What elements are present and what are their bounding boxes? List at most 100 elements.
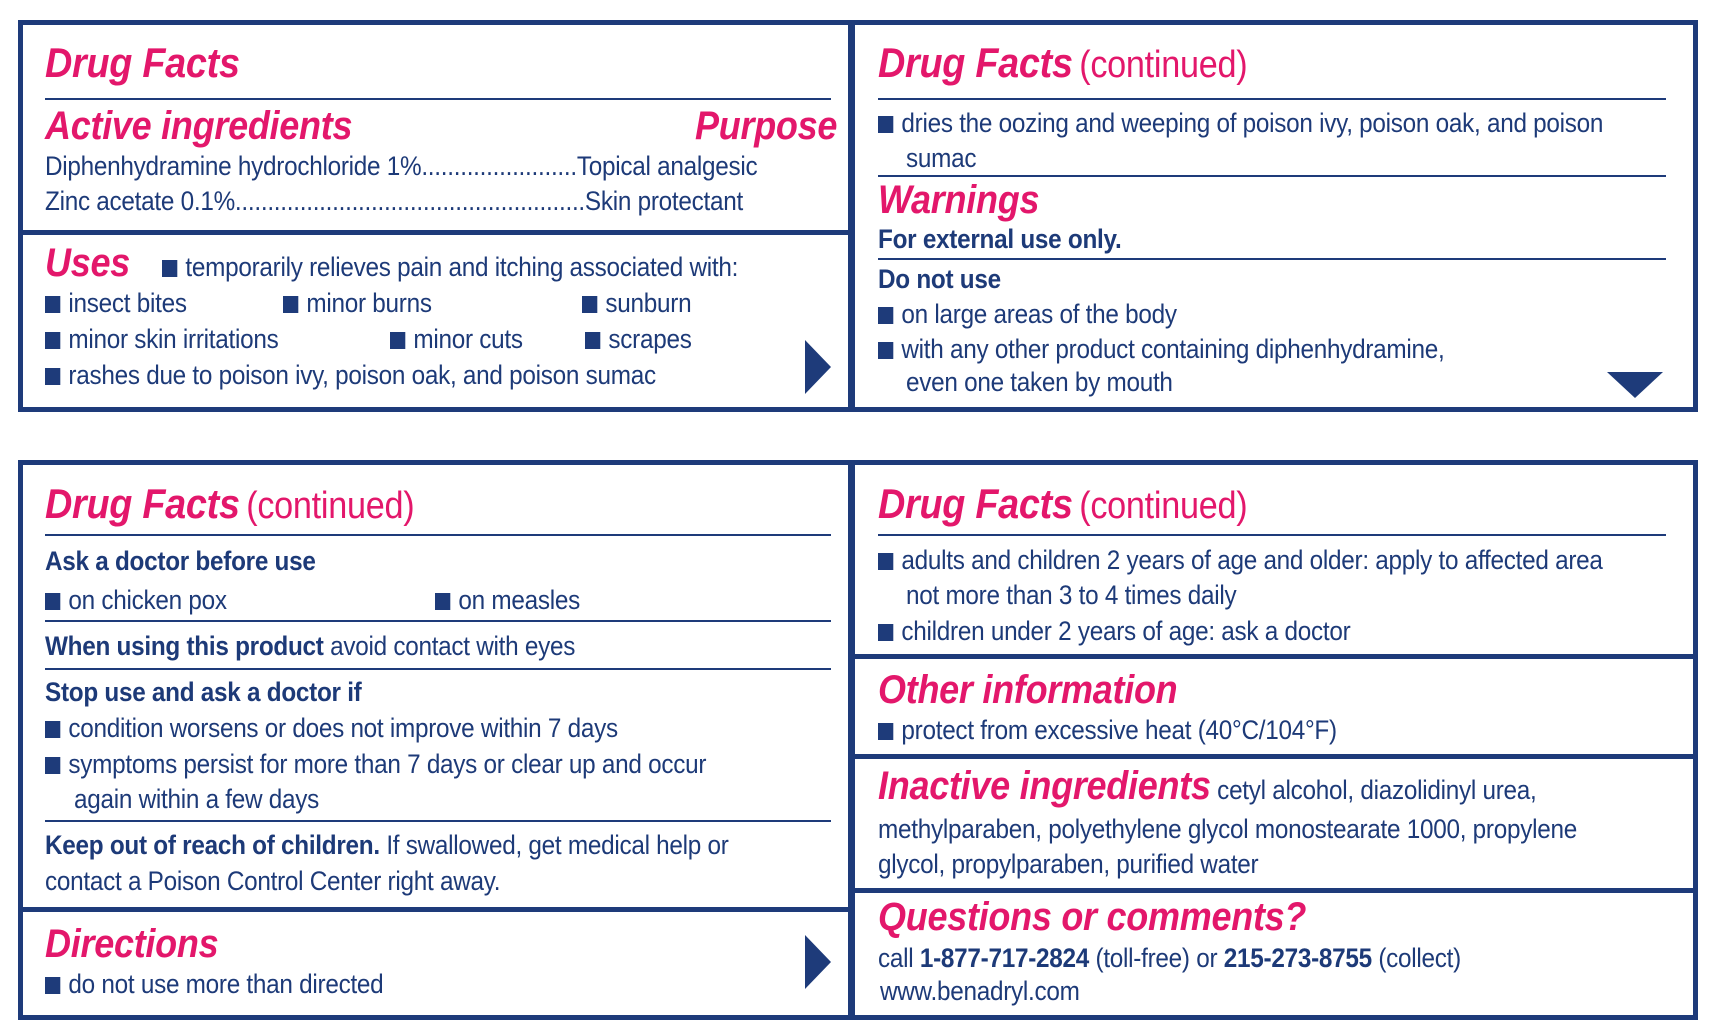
square-bullet-icon [582,296,598,313]
purpose-heading: Purpose [695,104,838,148]
section-divider [852,754,1698,759]
ask-item: on chicken pox [45,584,227,616]
square-bullet-icon [45,593,61,610]
square-bullet-icon [45,757,61,774]
ingredient-row-2: Zinc acetate 0.1%.......................… [45,186,743,216]
when-using-text: When using this product avoid contact wi… [45,630,575,662]
phone-line: call 1-877-717-2824 (toll-free) or 215-2… [878,942,1461,974]
inactive-ingredients-line: glycol, propylparaben, purified water [878,849,1259,879]
phone-number-tollfree[interactable]: 1-877-717-2824 [919,943,1090,973]
square-bullet-icon [45,721,61,738]
directions-item-text: adults and children 2 years of age and o… [901,545,1603,575]
do-not-use-text: with any other product containing diphen… [901,334,1445,364]
use-item: sunburn [582,287,692,319]
arrow-right-icon [805,340,831,394]
rule [878,258,1666,260]
square-bullet-icon [45,332,61,349]
section-divider [18,907,850,912]
inactive-ingredients-line: methylparaben, polyethylene glycol monos… [878,814,1577,844]
uses-intro-text: temporarily relieves pain and itching as… [185,252,739,282]
tollfree-label: (toll-free) or [1089,943,1224,973]
use-item: minor burns [283,287,432,319]
stop-item-text: symptoms persist for more than 7 days or… [68,749,707,779]
directions-heading: Directions [45,922,219,966]
square-bullet-icon [878,307,894,324]
do-not-use-item: with any other product containing diphen… [878,333,1445,365]
use-item: rashes due to poison ivy, poison oak, an… [45,359,656,391]
other-information-heading: Other information [878,668,1178,712]
rule [45,534,831,536]
arrow-down-icon [1607,372,1663,398]
when-using-label: When using this product [45,631,324,661]
arrow-right-icon [805,935,831,989]
top-panel [18,20,1698,412]
use-item-text: minor skin irritations [68,324,279,354]
website-link[interactable]: www.benadryl.com [880,976,1080,1006]
continued-label: (continued) [246,485,415,527]
bottom-panel-divider [848,460,855,1020]
square-bullet-icon [878,553,894,570]
do-not-use-heading: Do not use [878,264,1001,294]
square-bullet-icon [435,593,451,610]
bottom-panel [18,460,1698,1020]
do-not-use-text: on large areas of the body [901,299,1177,329]
square-bullet-icon [878,116,894,133]
drug-facts-title: Drug Facts [45,480,240,527]
drug-facts-title: Drug Facts [45,39,240,86]
square-bullet-icon [45,977,61,994]
phone-number-collect[interactable]: 215-273-8755 [1223,943,1372,973]
directions-item: do not use more than directed [45,968,384,1000]
use-item-text: minor burns [306,288,432,318]
directions-item: adults and children 2 years of age and o… [878,544,1603,576]
use-item-text: sunburn [605,288,692,318]
square-bullet-icon [878,342,894,359]
rule [45,668,831,670]
square-bullet-icon [45,368,61,385]
warnings-heading: Warnings [878,178,1040,222]
ask-item-text: on measles [458,585,580,615]
use-item: minor cuts [390,323,523,355]
directions-item-continued: not more than 3 to 4 times daily [906,580,1237,610]
square-bullet-icon [878,624,894,641]
inactive-ingredients-text: cetyl alcohol, diazolidinyl urea, [1210,775,1537,805]
drug-facts-title: Drug Facts [878,480,1073,527]
section-divider [852,888,1698,893]
ask-item-text: on chicken pox [68,585,227,615]
use-item: dries the oozing and weeping of poison i… [878,107,1603,139]
keep-out-detail: If swallowed, get medical help or [379,830,729,860]
rule [878,98,1666,100]
square-bullet-icon [585,332,601,349]
when-using-detail: avoid contact with eyes [323,631,576,661]
ask-doctor-heading: Ask a doctor before use [45,546,316,576]
uses-heading: Uses [45,241,130,285]
collect-label: (collect) [1371,943,1461,973]
section-divider [852,654,1698,659]
square-bullet-icon [878,723,894,740]
square-bullet-icon [45,296,61,313]
square-bullet-icon [283,296,299,313]
inactive-ingredients-heading: Inactive ingredients [878,764,1211,808]
stop-item-continued: again within a few days [74,784,320,814]
questions-heading: Questions or comments? [878,895,1307,939]
rule [45,620,831,622]
drug-facts-continued-title: Drug Facts (continued) [878,480,1248,527]
ingredient-row-1: Diphenhydramine hydrochloride 1%........… [45,151,758,181]
use-item: minor skin irritations [45,323,279,355]
use-item-text: insect bites [68,288,187,318]
stop-use-heading: Stop use and ask a doctor if [45,677,362,707]
rule [45,820,831,822]
rule [878,534,1666,536]
square-bullet-icon [390,332,406,349]
use-item-text: rashes due to poison ivy, poison oak, an… [68,360,656,390]
use-item: scrapes [585,323,692,355]
do-not-use-item: on large areas of the body [878,298,1177,330]
directions-item: children under 2 years of age: ask a doc… [878,615,1351,647]
directions-item-text: do not use more than directed [68,969,384,999]
keep-out-continued: contact a Poison Control Center right aw… [45,866,501,896]
keep-out-label: Keep out of reach of children. [45,830,380,860]
top-panel-divider [848,20,855,412]
continued-label: (continued) [1079,44,1248,86]
drug-facts-title: Drug Facts [878,39,1073,86]
use-item: insect bites [45,287,187,319]
square-bullet-icon [162,260,178,277]
